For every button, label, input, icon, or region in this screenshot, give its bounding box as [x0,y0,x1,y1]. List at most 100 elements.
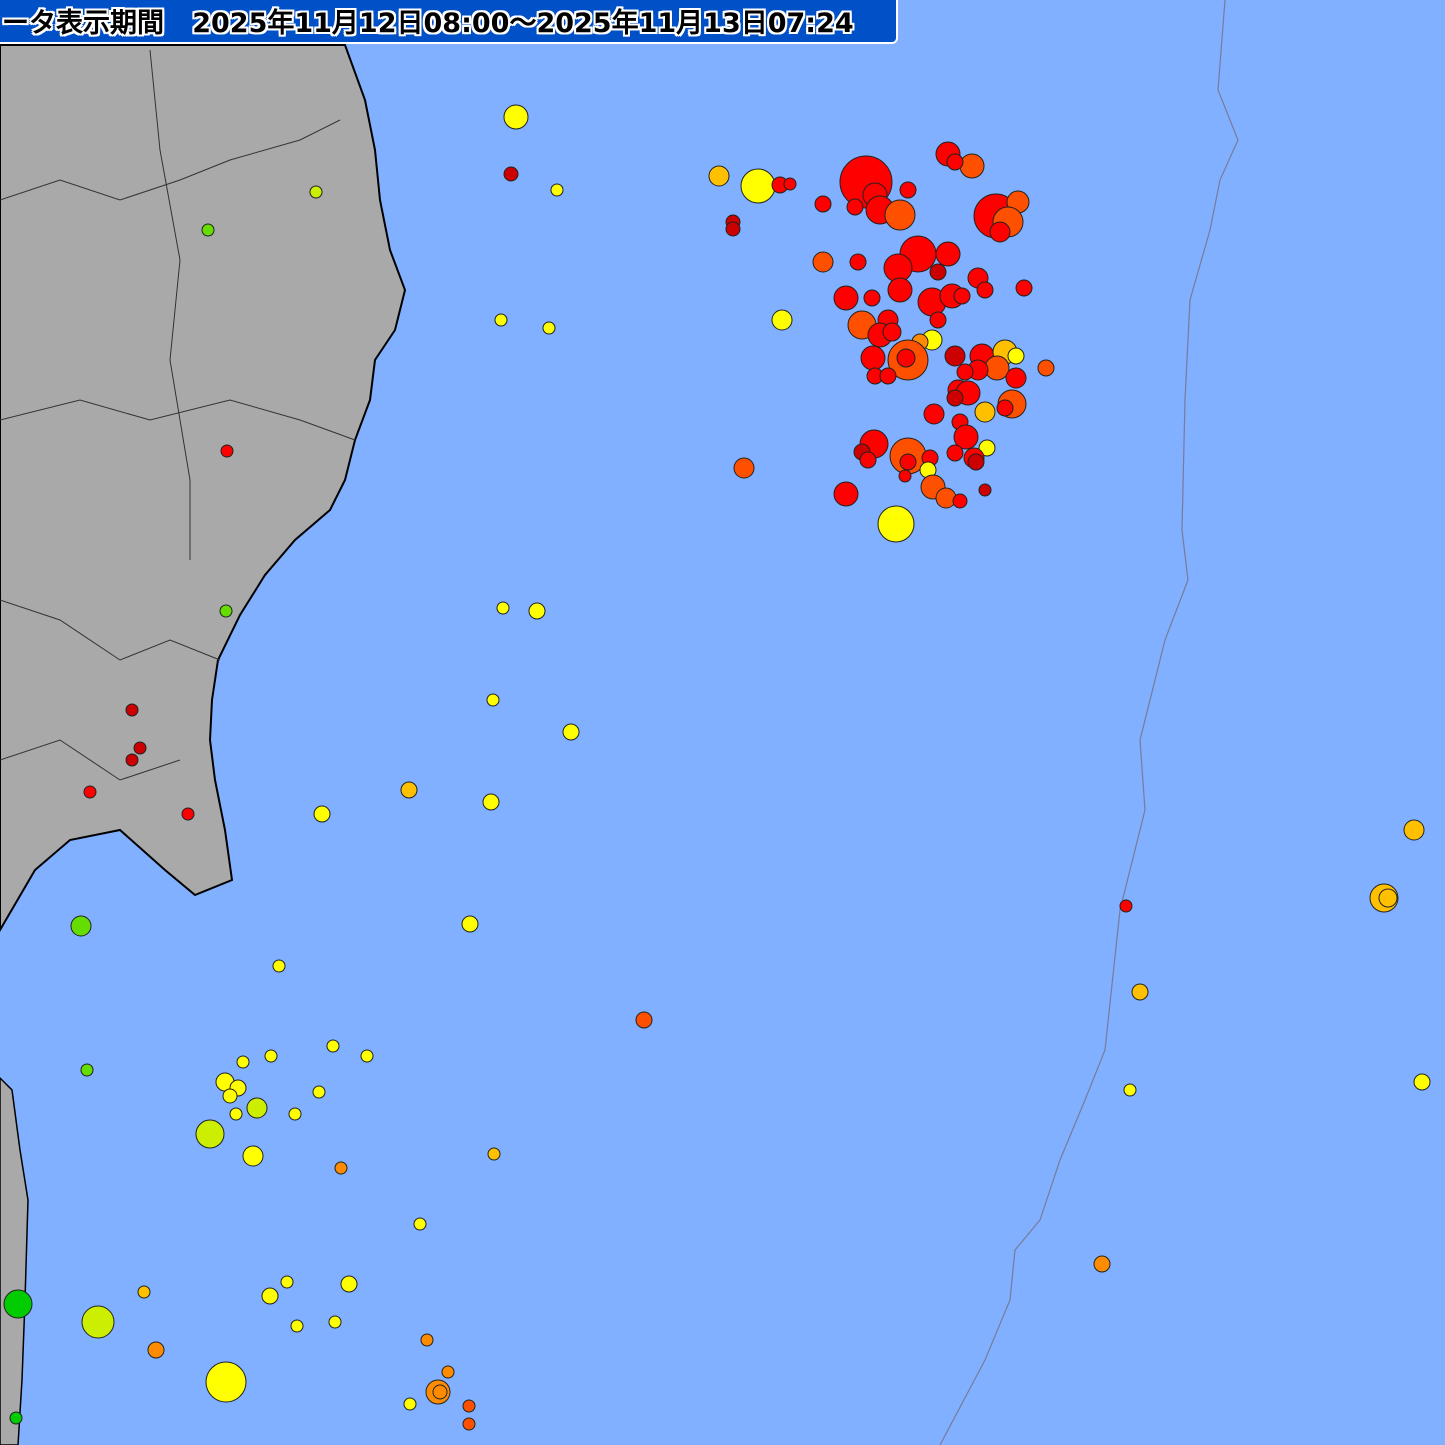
epicenter-marker[interactable] [222,1088,238,1104]
epicenter-marker[interactable] [887,277,913,303]
epicenter-marker[interactable] [814,195,832,213]
epicenter-marker[interactable] [220,444,234,458]
epicenter-marker[interactable] [952,493,968,509]
epicenter-marker[interactable] [877,505,915,543]
epicenter-marker[interactable] [733,457,755,479]
epicenter-marker[interactable] [562,723,580,741]
epicenter-marker[interactable] [125,703,139,717]
epicenter-marker[interactable] [420,1333,434,1347]
epicenter-marker[interactable] [326,1039,340,1053]
epicenter-marker[interactable] [725,221,741,237]
epicenter-marker[interactable] [1005,367,1027,389]
epicenter-marker[interactable] [860,345,886,371]
epicenter-marker[interactable] [334,1161,348,1175]
epicenter-marker[interactable] [846,198,864,216]
epicenter-marker[interactable] [312,1085,326,1099]
epicenter-marker[interactable] [80,1063,94,1077]
epicenter-marker[interactable] [264,1049,278,1063]
epicenter-marker[interactable] [328,1315,342,1329]
epicenter-marker[interactable] [1093,1255,1111,1273]
epicenter-marker[interactable] [812,251,834,273]
epicenter-marker[interactable] [70,915,92,937]
epicenter-marker[interactable] [261,1287,279,1305]
epicenter-marker[interactable] [771,309,793,331]
epicenter-marker[interactable] [974,401,996,423]
epicenter-marker[interactable] [81,1305,115,1339]
epicenter-marker[interactable] [246,1097,268,1119]
epicenter-marker[interactable] [432,1384,448,1400]
epicenter-marker[interactable] [288,1107,302,1121]
epicenter-marker[interactable] [946,389,964,407]
epicenter-marker[interactable] [340,1275,358,1293]
epicenter-marker[interactable] [859,451,877,469]
epicenter-marker[interactable] [462,1399,476,1413]
epicenter-marker[interactable] [946,153,964,171]
epicenter-marker[interactable] [899,181,917,199]
epicenter-marker[interactable] [83,785,97,799]
epicenter-marker[interactable] [989,221,1011,243]
epicenter-marker[interactable] [946,444,964,462]
epicenter-marker[interactable] [487,1147,501,1161]
epicenter-marker[interactable] [280,1275,294,1289]
epicenter-marker[interactable] [740,168,776,204]
epicenter-marker[interactable] [413,1217,427,1231]
epicenter-marker[interactable] [205,1361,247,1403]
epicenter-marker[interactable] [1403,819,1425,841]
epicenter-marker[interactable] [542,321,556,335]
epicenter-marker[interactable] [996,399,1014,417]
epicenter-marker[interactable] [1378,888,1398,908]
epicenter-marker[interactable] [360,1049,374,1063]
epicenter-marker[interactable] [929,311,947,329]
epicenter-marker[interactable] [1119,899,1133,913]
epicenter-marker[interactable] [899,453,917,471]
epicenter-marker[interactable] [313,805,331,823]
epicenter-marker[interactable] [959,153,985,179]
epicenter-marker[interactable] [978,439,996,457]
epicenter-marker[interactable] [976,281,994,299]
epicenter-marker[interactable] [635,1011,653,1029]
epicenter-marker[interactable] [236,1055,250,1069]
epicenter-marker[interactable] [528,602,546,620]
epicenter-marker[interactable] [923,403,945,425]
epicenter-marker[interactable] [849,253,867,271]
epicenter-marker[interactable] [400,781,418,799]
epicenter-marker[interactable] [309,185,323,199]
epicenter-marker[interactable] [482,793,500,811]
epicenter-marker[interactable] [884,199,916,231]
epicenter-marker[interactable] [879,367,897,385]
epicenter-marker[interactable] [783,177,797,191]
epicenter-marker[interactable] [219,604,233,618]
epicenter-marker[interactable] [272,959,286,973]
epicenter-marker[interactable] [462,1417,476,1431]
epicenter-marker[interactable] [496,601,510,615]
epicenter-marker[interactable] [195,1119,225,1149]
epicenter-marker[interactable] [929,263,947,281]
epicenter-marker[interactable] [503,166,519,182]
epicenter-marker[interactable] [708,165,730,187]
epicenter-marker[interactable] [953,424,979,450]
epicenter-marker[interactable] [984,355,1010,381]
epicenter-marker[interactable] [833,285,859,311]
epicenter-marker[interactable] [290,1319,304,1333]
epicenter-marker[interactable] [1131,983,1149,1001]
epicenter-marker[interactable] [1413,1073,1431,1091]
epicenter-marker[interactable] [1015,279,1033,297]
epicenter-marker[interactable] [978,483,992,497]
epicenter-marker[interactable] [125,753,139,767]
epicenter-marker[interactable] [441,1365,455,1379]
epicenter-marker[interactable] [147,1341,165,1359]
epicenter-marker[interactable] [898,469,912,483]
epicenter-marker[interactable] [944,345,966,367]
epicenter-marker[interactable] [935,487,957,509]
epicenter-marker[interactable] [461,915,479,933]
epicenter-marker[interactable] [242,1145,264,1167]
epicenter-marker[interactable] [201,223,215,237]
epicenter-marker[interactable] [9,1411,23,1425]
epicenter-marker[interactable] [896,348,916,368]
epicenter-marker[interactable] [953,287,971,305]
epicenter-marker[interactable] [503,104,529,130]
epicenter-marker[interactable] [956,363,974,381]
epicenter-marker[interactable] [494,313,508,327]
epicenter-marker[interactable] [3,1289,33,1319]
